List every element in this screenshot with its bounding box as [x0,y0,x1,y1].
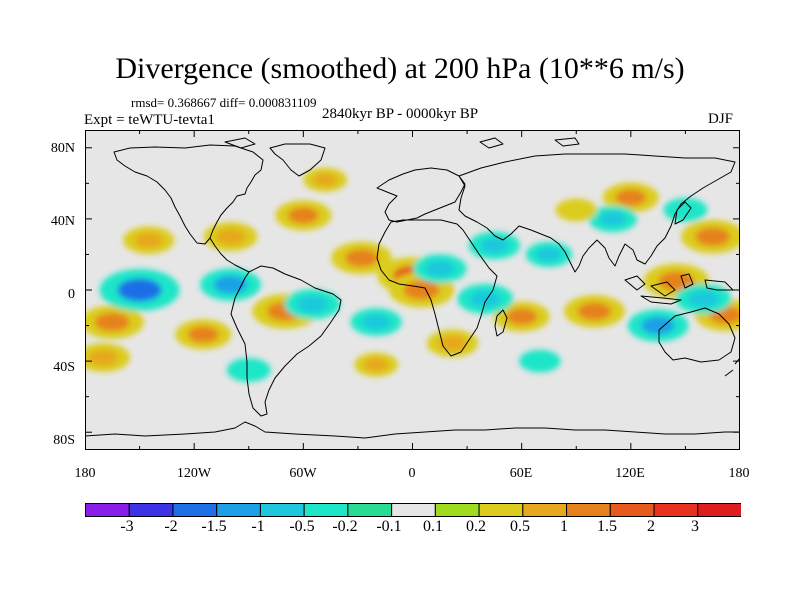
colorbar-label: 3 [691,518,699,535]
colorbar-label: -0.5 [289,518,315,535]
divergence-anomaly [187,326,219,343]
coast-asia [458,153,736,273]
divergence-anomaly [88,349,118,366]
lat-label-0: 0 [68,287,75,302]
divergence-anomaly [506,308,538,325]
colorbar-box [697,503,741,517]
divergence-anomaly [213,275,248,294]
divergence-anomaly [695,227,731,246]
colorbar-box [434,503,480,517]
divergence-anomaly [344,249,379,267]
colorbar-box [259,503,305,517]
divergence-anomaly [528,354,552,368]
lat-label-40n: 40N [50,214,75,229]
colorbar-box [172,503,218,517]
colorbar-box [128,503,174,517]
divergence-anomaly [236,363,261,377]
coast-north-america [113,144,264,245]
divergence-field [85,167,740,382]
divergence-anomaly [364,358,389,372]
colorbar-label: 0.5 [510,518,530,535]
divergence-anomaly [438,335,467,351]
colorbar-box [609,503,655,517]
divergence-anomaly [577,302,612,321]
coast-australia [658,307,736,363]
divergence-anomaly [297,295,328,313]
colorbar-box [653,503,699,517]
divergence-anomaly [658,271,695,291]
colorbar-box [303,503,349,517]
colorbar-label: -0.2 [332,518,358,535]
colorbar-label: -0.1 [376,518,402,535]
divergence-anomaly [599,211,627,227]
divergence-anomaly [564,203,588,217]
divergence-anomaly [215,228,246,245]
lon-label-180w: 180 [74,466,96,481]
colorbar-box [566,503,611,517]
colorbar-label: -1 [251,518,265,535]
divergence-anomaly [425,260,455,277]
lon-label-0: 0 [408,466,416,481]
lat-label-40s: 40S [53,360,75,375]
coast-japan [674,201,692,225]
colorbar-label: 1 [560,518,568,535]
coast-antarctica [85,421,740,439]
divergence-anomaly [117,278,162,302]
colorbar-label: -2 [164,518,178,535]
colorbar-label: -3 [120,518,134,535]
colorbar-box [522,503,568,517]
lat-label-80s: 80S [53,433,75,448]
experiment-label: Expt = teWTU-tevta1 [84,112,215,128]
divergence-anomaly [615,189,647,206]
colorbar-label: -1.5 [201,518,227,535]
stats-text: rmsd= 0.368667 diff= 0.000831109 [131,95,317,110]
colorbar-box [478,503,524,517]
lon-label-60e: 60E [509,466,533,481]
season-label: DJF [708,111,734,127]
coast-europe [376,167,466,223]
divergence-map [85,130,740,450]
coast-maritime-continent [624,273,734,305]
colorbar [85,503,741,517]
lon-label-180e: 180 [728,466,750,481]
lat-label-80n: 80N [50,141,75,156]
coast-africa [376,219,498,357]
lon-label-60w: 60W [289,466,317,481]
divergence-anomaly [313,173,338,187]
coast-madagascar [494,309,508,337]
lon-label-120w: 120W [176,466,212,481]
divergence-anomaly [469,290,501,308]
coast-central-america [209,237,250,273]
period-label: 2840kyr BP - 0000kyr BP [322,106,479,122]
divergence-anomaly [287,207,319,224]
colorbar-label: 0.1 [423,518,443,535]
divergence-anomaly [480,237,509,254]
divergence-anomaly [641,316,675,335]
colorbar-box [347,503,393,517]
colorbar-label: 2 [647,518,655,535]
divergence-anomaly [362,314,391,330]
coast-south-america [230,265,342,417]
colorbar-box [216,503,261,517]
colorbar-label: 0.2 [466,518,486,535]
lon-label-120e: 120E [615,466,645,481]
colorbar-label: 1.5 [597,518,617,535]
colorbar-box [85,503,130,517]
coast-greenland [269,143,326,177]
map-ticks [85,130,740,450]
colorbar-box [391,503,436,517]
coast-arctic-islands [224,137,580,149]
divergence-anomaly [403,280,440,300]
divergence-anomaly [94,312,130,332]
divergence-anomaly [134,232,163,248]
map-title: Divergence (smoothed) at 200 hPa (10**6 … [115,52,685,85]
coastlines [85,137,740,439]
divergence-anomaly [536,247,562,262]
divergence-anomaly [688,290,720,308]
